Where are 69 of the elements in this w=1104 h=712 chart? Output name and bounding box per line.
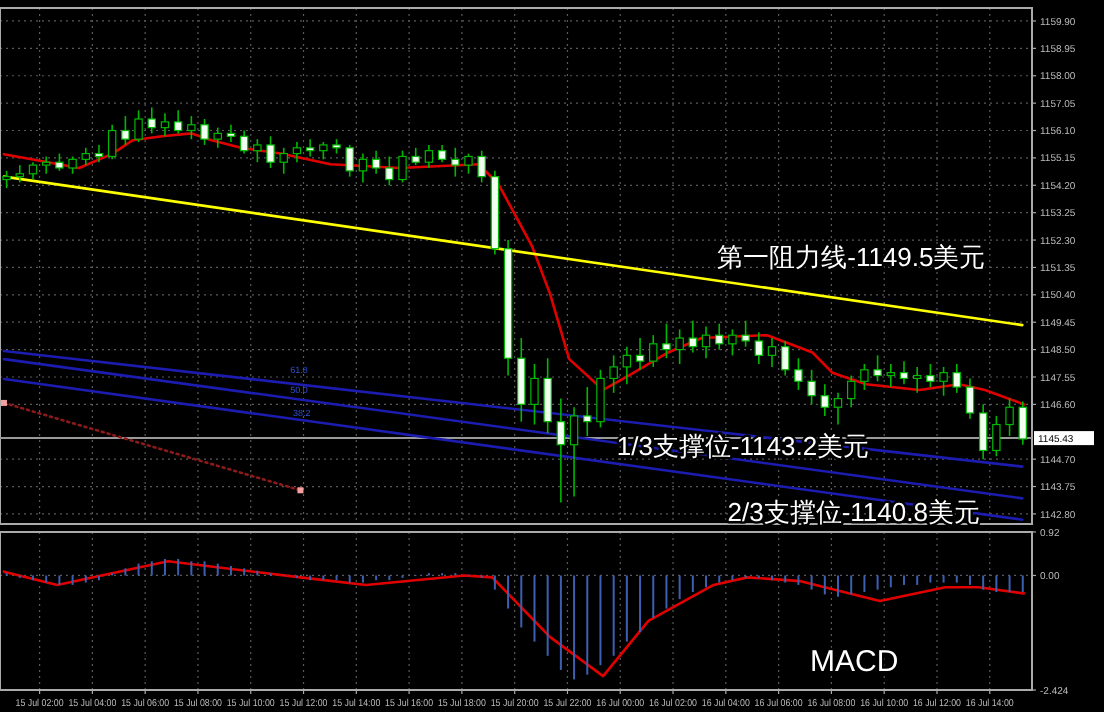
candlestick — [846, 374, 856, 409]
candlestick — [530, 363, 539, 426]
candlestick — [992, 415, 1001, 458]
candlestick — [424, 144, 434, 169]
candlestick — [860, 363, 869, 391]
candlestick — [899, 360, 909, 385]
candlestick — [978, 403, 988, 460]
candlestick — [886, 363, 896, 388]
candlestick — [649, 334, 658, 368]
candlestick — [873, 354, 882, 383]
candlestick — [305, 138, 315, 158]
candlestick — [121, 115, 130, 146]
candlestick — [569, 406, 579, 498]
candlestick — [358, 152, 368, 184]
candlestick — [292, 141, 302, 164]
candlestick — [266, 135, 275, 169]
candlestick — [754, 331, 764, 365]
candlestick — [701, 325, 711, 360]
candlestick — [662, 322, 671, 360]
candlestick — [398, 149, 407, 184]
candlestick — [556, 397, 566, 504]
candlestick — [134, 109, 143, 143]
candlestick — [965, 377, 975, 420]
candlestick — [583, 386, 592, 437]
candlestick — [543, 357, 552, 434]
candlestick — [926, 363, 935, 388]
candlestick — [1018, 400, 1027, 446]
candlestick — [794, 357, 803, 391]
candlestick — [147, 106, 156, 135]
candlestick — [952, 363, 962, 394]
candlestick — [622, 345, 632, 385]
candlestick — [807, 368, 816, 406]
candlestick — [741, 319, 750, 348]
candlestick — [728, 328, 737, 357]
candlestick — [345, 144, 354, 178]
candlestick — [200, 118, 209, 146]
candlestick — [635, 337, 645, 371]
annotation: MACD — [810, 645, 899, 680]
annotation: 第一阻力线-1149.5美元 — [717, 242, 986, 272]
candlestick — [107, 123, 117, 161]
candlestick — [226, 123, 236, 143]
candlestick — [820, 383, 830, 417]
candlestick — [253, 138, 262, 164]
candlestick — [767, 337, 777, 368]
candlestick — [213, 126, 222, 149]
candlestick — [187, 115, 196, 140]
candlestick — [596, 368, 605, 429]
candlestick — [675, 328, 684, 365]
candlestick — [173, 109, 183, 135]
candlestick — [371, 149, 381, 175]
candlestick — [517, 337, 526, 423]
candlestick — [609, 354, 618, 394]
candlestick — [833, 392, 843, 426]
candlestick — [15, 164, 25, 184]
candlestick — [939, 366, 948, 397]
candlestick — [1005, 397, 1014, 437]
candlestick — [477, 149, 486, 184]
candlestick — [464, 152, 473, 175]
candlestick — [94, 144, 104, 164]
candlestick — [279, 147, 288, 175]
candlestick — [780, 340, 790, 377]
candlestick — [451, 147, 460, 178]
candlestick — [688, 319, 698, 354]
candlestick — [160, 112, 170, 138]
candlestick — [239, 129, 249, 155]
candlestick — [715, 322, 724, 351]
candlestick — [41, 155, 51, 175]
candlestick — [385, 155, 394, 187]
candlestick — [912, 366, 922, 394]
